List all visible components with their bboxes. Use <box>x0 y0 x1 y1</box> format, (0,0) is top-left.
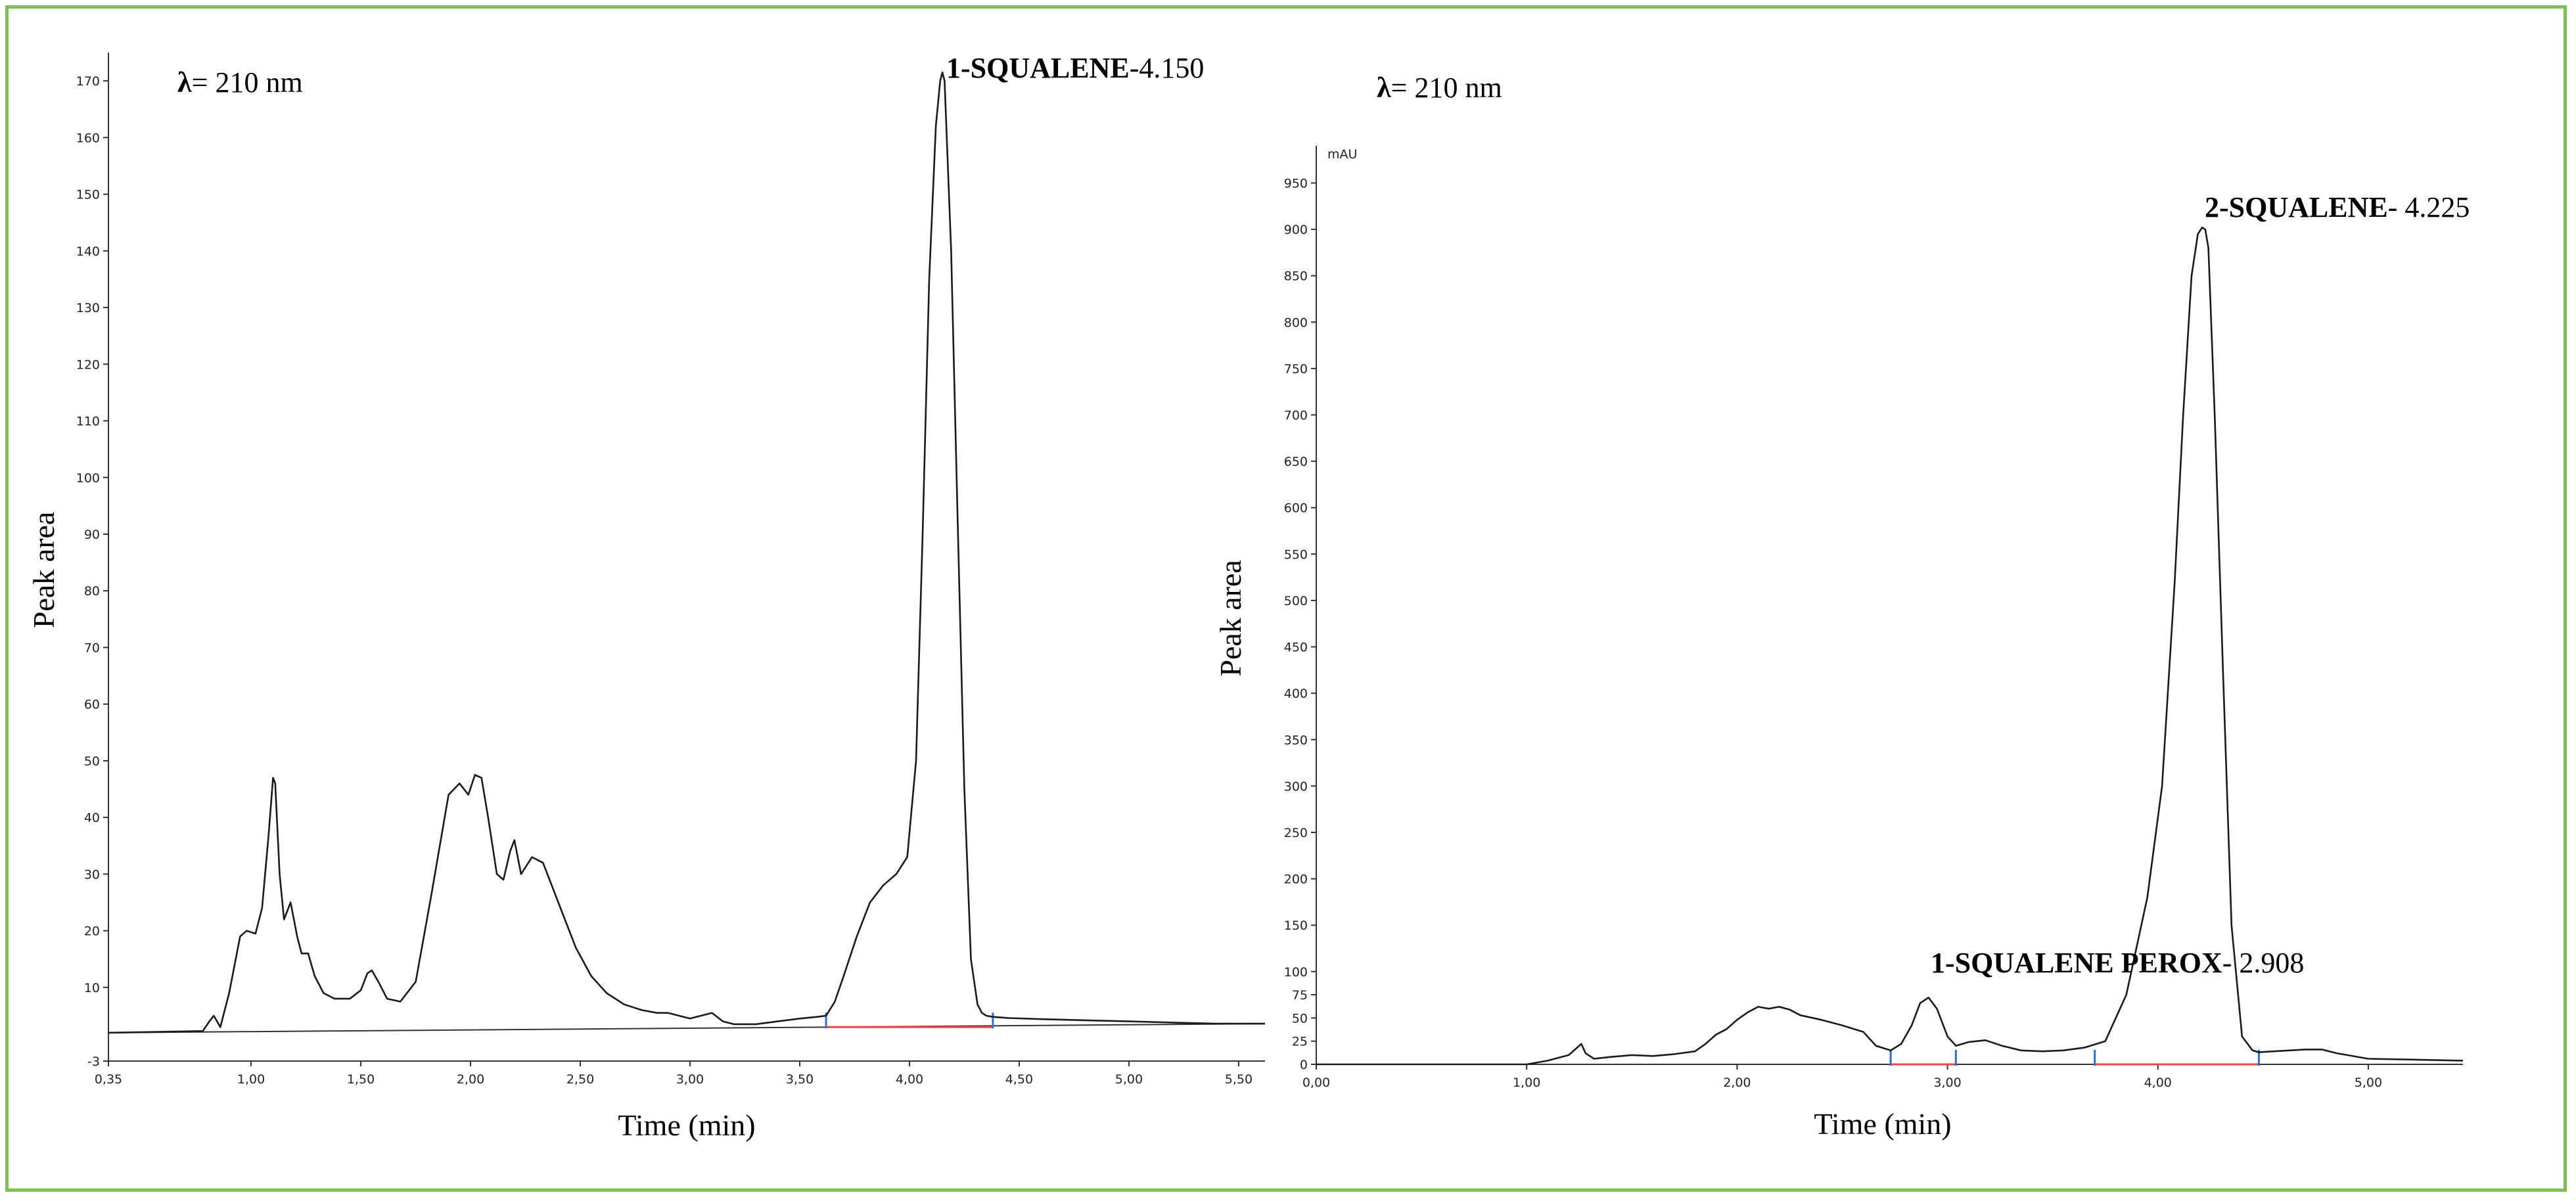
y-tick-label: 50 <box>84 754 100 769</box>
wavelength-label: λ= 210 nm <box>1377 72 1502 104</box>
peak-annotation: 1-SQUALENE PEROX- 2.908 <box>1931 947 2304 979</box>
y-tick-label: 150 <box>76 188 100 202</box>
y-tick-label: 300 <box>1284 779 1308 794</box>
wavelength-label: λ= 210 nm <box>177 66 303 99</box>
chromatogram-panel-left: -3 10 20 30 40 50 60 70 80 90 100 110 120 130 140 150 16… <box>27 52 1266 1142</box>
y-tick-label: 110 <box>76 415 100 429</box>
y-tick-label: 650 <box>1284 455 1308 469</box>
wavelength-symbol: λ <box>177 66 192 99</box>
x-axis-title: Time (min) <box>1814 1107 1951 1141</box>
wavelength-symbol: λ <box>1377 72 1391 104</box>
y-tick-label: 30 <box>84 867 100 882</box>
wavelength-value: = 210 nm <box>192 66 303 99</box>
x-tick-label: 4,50 <box>1005 1072 1033 1087</box>
y-tick-label: 75 <box>1292 988 1308 1003</box>
x-tick-label: 3,00 <box>1933 1076 1961 1090</box>
y-tick-label: 70 <box>84 641 100 655</box>
baseline-line <box>108 1023 1266 1033</box>
chromatogram-trace <box>108 71 1265 1034</box>
x-tick-label: 3,50 <box>786 1072 814 1087</box>
y-tick-label: 160 <box>76 131 100 145</box>
y-tick-label: 450 <box>1284 641 1308 655</box>
x-tick-label: 2,00 <box>457 1072 484 1087</box>
y-tick-label: 90 <box>84 528 100 542</box>
x-tick-label: 2,00 <box>1723 1076 1751 1090</box>
y-tick-label: 500 <box>1284 594 1308 608</box>
peak-annotation: 2-SQUALENE- 4.225 <box>2205 191 2470 223</box>
y-tick-label: 80 <box>84 584 100 599</box>
y-tick-label: 550 <box>1284 547 1308 562</box>
y-tick-label: -3 <box>87 1054 100 1069</box>
peak-annotation: 1-SQUALENE-4.150 <box>946 52 1204 84</box>
y-tick-label: 200 <box>1284 872 1308 887</box>
y-tick-label: 750 <box>1284 362 1308 376</box>
y-tick-label: 600 <box>1284 501 1308 516</box>
y-tick-label: 40 <box>84 811 100 825</box>
x-tick-label: 4,00 <box>896 1072 923 1087</box>
y-tick-label: 50 <box>1292 1011 1308 1026</box>
y-tick-label: 100 <box>76 471 100 486</box>
y-tick-label: 10 <box>84 981 100 995</box>
chromatogram-panel-right: 0 25 50 75 100 150 200 250 300 350 400 450 500 550 600… <box>1214 72 2470 1141</box>
y-tick-label: 0 <box>1300 1058 1308 1072</box>
x-tick-label: 0,35 <box>95 1072 122 1087</box>
y-tick-label: 120 <box>76 357 100 372</box>
peak-annotation-name: 2-SQUALENE <box>2205 191 2388 223</box>
y-tick-label: 130 <box>76 301 100 315</box>
x-tick-label: 5,00 <box>1115 1072 1143 1087</box>
x-tick-label: 1,00 <box>237 1072 265 1087</box>
y-tick-label: 60 <box>84 698 100 712</box>
x-tick-label: 1,50 <box>347 1072 375 1087</box>
x-tick-label: 5,00 <box>2355 1076 2382 1090</box>
y-axis-title: Peak area <box>27 512 60 629</box>
y-tick-label: 350 <box>1284 733 1308 748</box>
peak-annotation-time: - 2.908 <box>2222 947 2305 979</box>
peak-annotation-name: 1-SQUALENE PEROX <box>1931 947 2222 979</box>
y-tick-label: 400 <box>1284 687 1308 701</box>
x-tick-label: 1,00 <box>1513 1076 1540 1090</box>
x-tick-label: 5,50 <box>1225 1072 1253 1087</box>
y-tick-label: 150 <box>1284 918 1308 933</box>
peak-annotation-name: 1-SQUALENE <box>946 52 1130 84</box>
wavelength-value: = 210 nm <box>1391 72 1502 104</box>
y-tick-label: 800 <box>1284 315 1308 330</box>
x-tick-label: 4,00 <box>2144 1076 2172 1090</box>
y-tick-label: 100 <box>1284 965 1308 980</box>
y-unit-label: mAU <box>1327 147 1357 162</box>
y-tick-label: 20 <box>84 924 100 939</box>
y-tick-label: 850 <box>1284 269 1308 284</box>
y-tick-label: 170 <box>76 74 100 89</box>
y-tick-label: 250 <box>1284 826 1308 840</box>
y-tick-label: 950 <box>1284 176 1308 191</box>
x-axis-title: Time (min) <box>618 1108 755 1142</box>
chromatogram-trace <box>1316 227 2464 1066</box>
y-tick-label: 140 <box>76 244 100 259</box>
peak-annotation-time: -4.150 <box>1130 52 1205 84</box>
x-tick-label: 3,00 <box>676 1072 704 1087</box>
y-tick-label: 25 <box>1292 1035 1308 1049</box>
figure-frame <box>5 5 2567 1192</box>
x-tick-label: 0,00 <box>1302 1076 1330 1090</box>
y-tick-label: 900 <box>1284 223 1308 237</box>
x-tick-label: 2,50 <box>566 1072 594 1087</box>
y-axis-title: Peak area <box>1214 560 1247 677</box>
y-tick-label: 700 <box>1284 409 1308 423</box>
peak-annotation-time: - 4.225 <box>2388 191 2470 223</box>
